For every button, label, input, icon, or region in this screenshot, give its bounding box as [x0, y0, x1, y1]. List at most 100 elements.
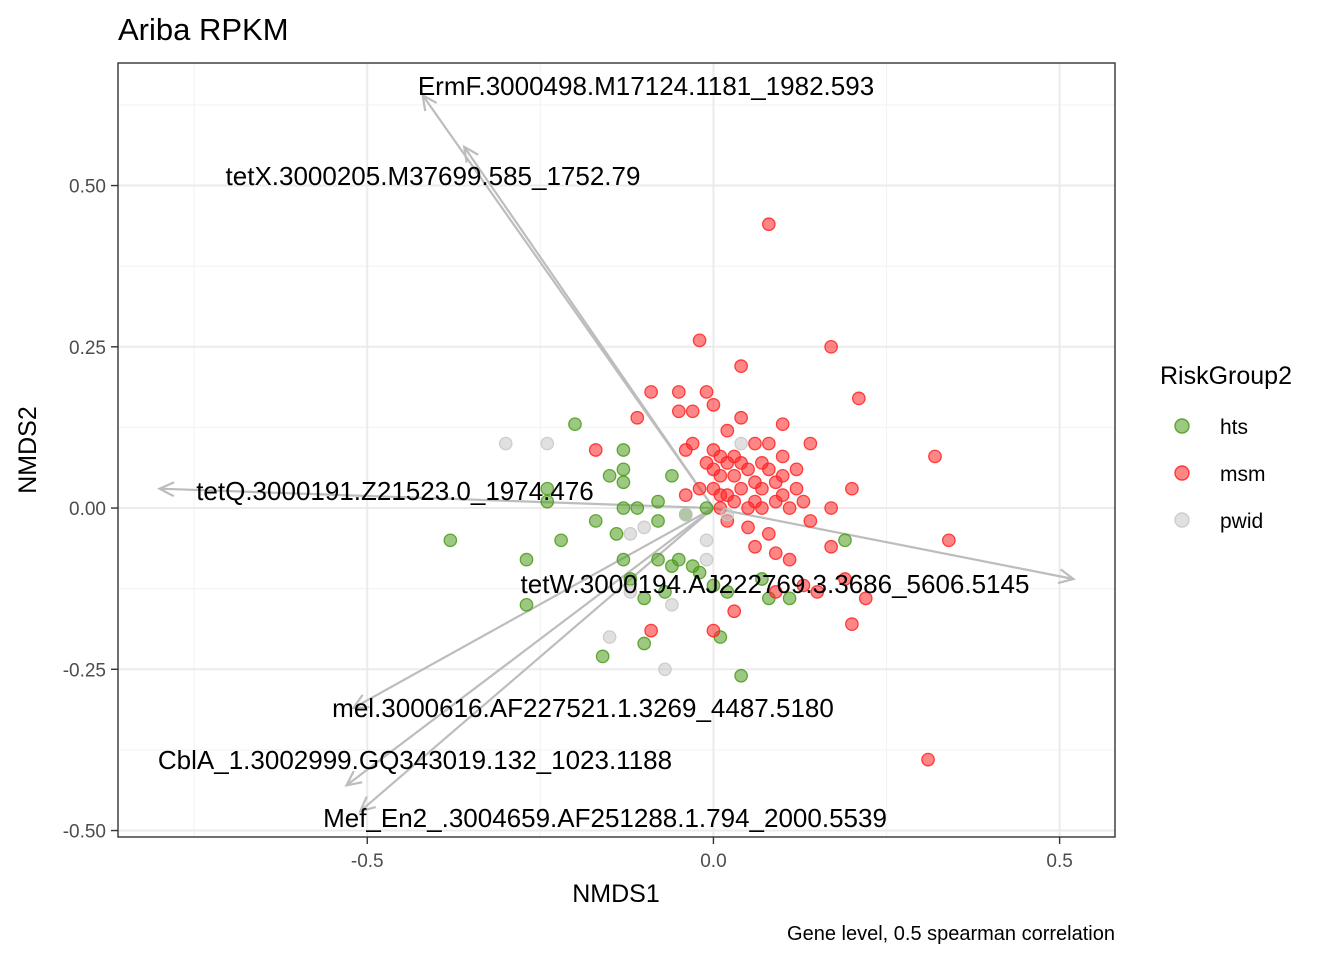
point-pwid — [699, 533, 714, 548]
point-msm — [671, 385, 686, 399]
plot-panel: ErmF.3000498.M17124.1181_1982.593 tetX.30… — [117, 62, 1116, 838]
point-msm — [692, 481, 707, 496]
point-hts — [602, 468, 617, 483]
vector-line — [713, 506, 1074, 581]
point-pwid — [498, 436, 513, 451]
point-msm — [768, 585, 783, 599]
point-hts — [568, 417, 582, 432]
point-hts — [630, 501, 645, 515]
vector-line — [345, 507, 715, 787]
point-hts — [671, 552, 686, 567]
point-pwid — [699, 552, 714, 567]
point-msm — [782, 552, 797, 567]
y-axis-title: NMDS2 — [14, 406, 42, 494]
point-msm — [789, 462, 804, 477]
point-pwid — [623, 585, 638, 599]
vector-arrowhead — [462, 144, 479, 163]
point-msm — [845, 481, 859, 496]
point-msm — [941, 533, 956, 548]
point-msm — [755, 501, 769, 515]
point-hts — [519, 597, 534, 612]
vector-label: Mef_En2_.3004659.AF251288.1.794_2000.553… — [323, 803, 887, 833]
point-hts — [616, 501, 631, 515]
point-msm — [921, 752, 935, 767]
point-hts — [665, 468, 679, 483]
point-msm — [928, 449, 942, 464]
vector-label: tetQ.3000191.Z21523.0_1974.476 — [196, 476, 594, 506]
point-msm — [727, 494, 742, 509]
x-axis-title: NMDS1 — [572, 880, 660, 908]
vector-arrowhead — [358, 796, 377, 813]
point-msm — [685, 436, 700, 451]
point-msm — [741, 462, 755, 477]
point-pwid — [720, 507, 735, 522]
point-msm — [734, 481, 748, 496]
point-msm — [644, 385, 658, 399]
point-pwid — [637, 520, 652, 535]
point-msm — [782, 501, 797, 515]
point-msm — [775, 417, 790, 432]
panel-background — [118, 63, 1115, 837]
point-msm — [851, 391, 866, 406]
vector-arrowhead — [421, 93, 438, 112]
y-tick-label: 0.50 — [69, 177, 106, 198]
point-msm — [845, 617, 859, 632]
point-msm — [858, 591, 873, 606]
point-msm — [803, 436, 818, 451]
point-hts — [609, 526, 624, 541]
x-axis: -0.5 0.0 0.5 — [351, 837, 1073, 872]
point-msm — [692, 333, 707, 348]
point-hts — [616, 462, 631, 477]
point-hts — [616, 552, 631, 567]
vector-arrowhead — [351, 694, 370, 710]
data-points — [443, 217, 956, 767]
y-axis: -0.50 -0.25 0.00 0.25 0.50 — [63, 177, 118, 843]
legend-key-pwid — [1174, 512, 1190, 528]
point-hts — [588, 514, 603, 528]
point-msm — [678, 488, 693, 502]
point-msm — [699, 385, 714, 399]
point-hts — [519, 552, 534, 567]
point-msm — [706, 623, 721, 638]
point-hts — [755, 572, 769, 586]
point-msm — [775, 468, 790, 483]
point-msm — [734, 410, 748, 425]
legend-label-hts: hts — [1220, 416, 1248, 439]
point-hts — [734, 668, 748, 683]
vector-label: CblA_1.3002999.GQ343019.132_1023.1188 — [158, 745, 672, 775]
vector-label: tetW.3000194.AJ222769.3.3686_5606.5145 — [521, 569, 1030, 599]
panel-border — [117, 62, 1116, 838]
point-msm — [824, 501, 838, 515]
point-hts — [838, 533, 852, 548]
point-msm — [824, 339, 838, 354]
point-msm — [775, 488, 790, 502]
point-hts — [637, 591, 652, 606]
legend-key-hts — [1174, 418, 1190, 434]
point-pwid — [658, 662, 672, 677]
point-hts — [443, 533, 458, 548]
legend-key-msm — [1174, 465, 1190, 481]
point-msm — [761, 526, 776, 541]
point-msm — [755, 481, 769, 496]
point-msm — [644, 623, 658, 638]
legend-title: RiskGroup2 — [1160, 362, 1292, 390]
point-msm — [706, 397, 721, 412]
point-msm — [838, 572, 852, 586]
point-pwid — [623, 526, 638, 541]
point-hts — [692, 565, 707, 580]
point-hts — [720, 585, 735, 599]
point-hts — [595, 649, 610, 664]
point-pwid — [678, 507, 693, 522]
x-tick-label: 0.5 — [1046, 851, 1072, 872]
point-msm — [685, 404, 700, 419]
point-hts — [540, 481, 555, 496]
legend: RiskGroup2 hts msm pwid — [1160, 362, 1292, 533]
y-tick-label: -0.25 — [63, 660, 106, 681]
point-hts — [651, 514, 665, 528]
chart-caption: Gene level, 0.5 spearman correlation — [787, 923, 1115, 945]
point-pwid — [540, 436, 555, 451]
point-hts — [637, 636, 652, 651]
point-msm — [588, 443, 603, 457]
vector-line — [352, 507, 714, 709]
point-msm — [796, 494, 811, 509]
